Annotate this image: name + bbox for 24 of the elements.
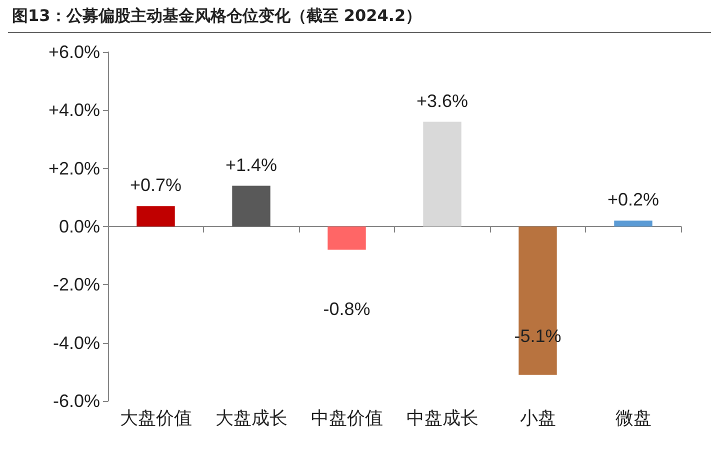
- y-tick-label: 0.0%: [58, 216, 100, 236]
- y-tick-label: -2.0%: [52, 274, 100, 295]
- bar: [232, 186, 270, 226]
- data-label: +1.4%: [225, 154, 278, 175]
- y-tick-label: -4.0%: [52, 332, 100, 353]
- data-label: +0.2%: [607, 190, 660, 210]
- x-tick-label: 中盘成长: [406, 408, 478, 428]
- data-label: -0.8%: [323, 298, 370, 319]
- x-tick-label: 大盘成长: [215, 408, 288, 428]
- y-tick-label: +4.0%: [48, 100, 100, 120]
- bar: [328, 226, 366, 250]
- x-tick-label: 中盘价值: [310, 408, 383, 428]
- x-tick-label: 小盘: [520, 408, 556, 428]
- data-label: +0.7%: [130, 175, 182, 196]
- x-tick-label: 微盘: [615, 408, 652, 428]
- bar: [423, 122, 462, 226]
- y-tick-label: +2.0%: [48, 158, 100, 178]
- x-tick-label: 大盘价值: [120, 408, 192, 428]
- data-label: +3.6%: [416, 90, 468, 111]
- bar: [614, 220, 652, 226]
- chart-title: 图13：公募偏股主动基金风格仓位变化（截至 2024.2）: [12, 6, 422, 27]
- y-tick-label: -6.0%: [52, 391, 100, 411]
- y-tick-label: +6.0%: [48, 42, 100, 62]
- bar: [136, 206, 175, 226]
